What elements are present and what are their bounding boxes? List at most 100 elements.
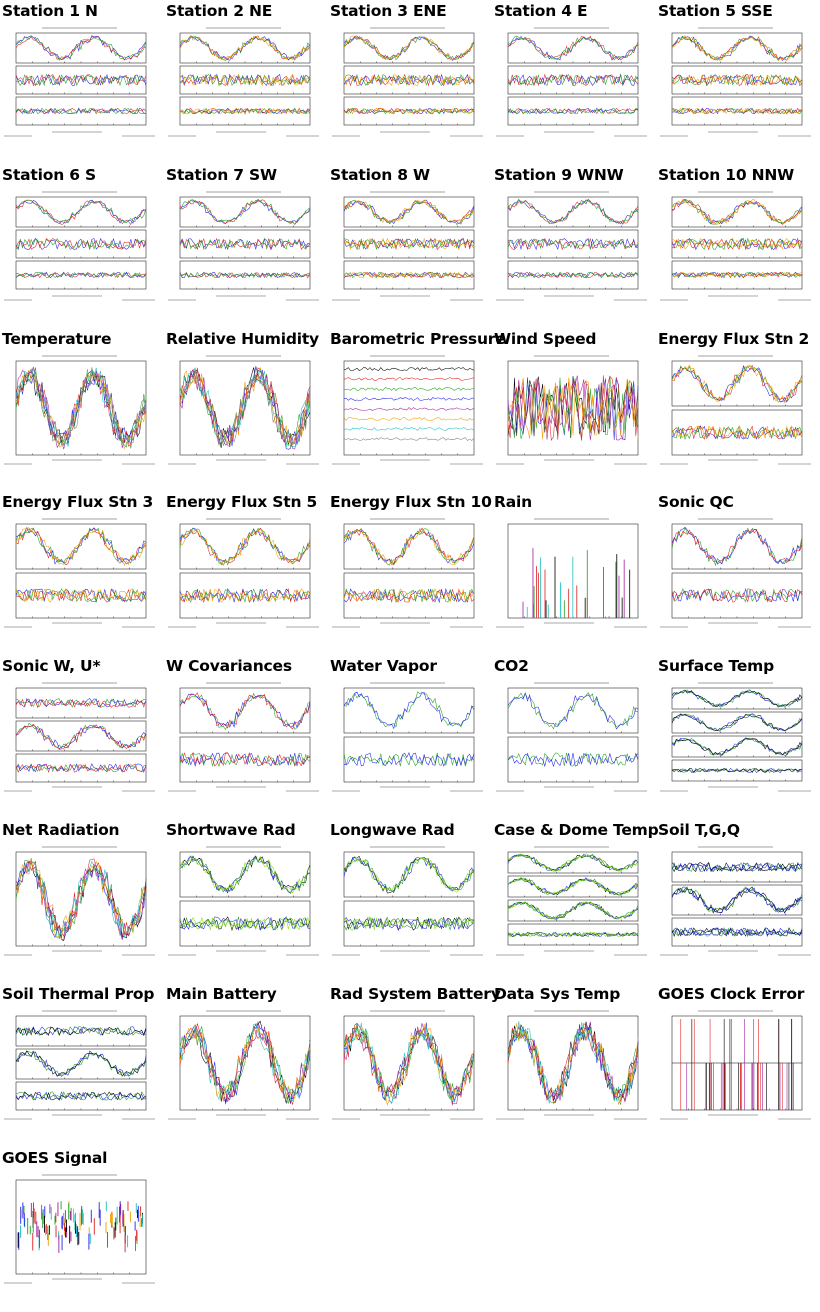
plot-thumbnail[interactable] [330, 843, 485, 963]
plot-cell[interactable]: Case & Dome Temp [494, 821, 659, 963]
plot-thumbnail[interactable] [166, 352, 321, 472]
plot-title-link[interactable]: Data Sys Temp [494, 985, 621, 1003]
plot-thumbnail[interactable] [330, 1007, 485, 1127]
plot-thumbnail[interactable] [658, 352, 813, 472]
plot-thumbnail[interactable] [330, 352, 485, 472]
plot-title-link[interactable]: Wind Speed [494, 330, 597, 348]
plot-cell[interactable]: Rad System Battery [330, 985, 501, 1127]
plot-thumbnail[interactable] [658, 679, 813, 799]
plot-cell[interactable]: Temperature [2, 330, 162, 472]
plot-title-link[interactable]: Station 5 SSE [658, 2, 773, 20]
plot-cell[interactable]: Sonic QC [658, 493, 818, 635]
plot-cell[interactable]: W Covariances [166, 657, 326, 799]
plot-cell[interactable]: Surface Temp [658, 657, 818, 799]
plot-title-link[interactable]: Station 4 E [494, 2, 588, 20]
plot-cell[interactable]: Main Battery [166, 985, 326, 1127]
plot-title-link[interactable]: Relative Humidity [166, 330, 319, 348]
plot-thumbnail[interactable] [658, 515, 813, 635]
plot-cell[interactable]: Longwave Rad [330, 821, 490, 963]
plot-title-link[interactable]: Surface Temp [658, 657, 775, 675]
plot-cell[interactable]: Station 7 SW [166, 166, 326, 308]
plot-title-link[interactable]: Station 10 NNW [658, 166, 795, 184]
plot-cell[interactable]: Station 9 WNW [494, 166, 654, 308]
plot-title-link[interactable]: Soil Thermal Prop [2, 985, 155, 1003]
plot-title-link[interactable]: Station 6 S [2, 166, 96, 184]
plot-title-link[interactable]: Sonic W, U* [2, 657, 101, 675]
plot-thumbnail[interactable] [330, 515, 485, 635]
plot-cell[interactable]: Station 3 ENE [330, 2, 490, 144]
plot-title-link[interactable]: Barometric Pressure [330, 330, 506, 348]
plot-title-link[interactable]: CO2 [494, 657, 529, 675]
plot-thumbnail[interactable] [166, 1007, 321, 1127]
plot-cell[interactable]: Station 8 W [330, 166, 490, 308]
plot-thumbnail[interactable] [494, 515, 649, 635]
plot-cell[interactable]: Shortwave Rad [166, 821, 326, 963]
plot-title-link[interactable]: Station 2 NE [166, 2, 273, 20]
plot-thumbnail[interactable] [494, 1007, 649, 1127]
plot-thumbnail[interactable] [494, 843, 649, 963]
plot-cell[interactable]: Wind Speed [494, 330, 654, 472]
plot-title-link[interactable]: GOES Signal [2, 1149, 108, 1167]
plot-cell[interactable]: Energy Flux Stn 5 [166, 493, 326, 635]
plot-title-link[interactable]: Station 7 SW [166, 166, 277, 184]
plot-thumbnail[interactable] [166, 24, 321, 144]
plot-thumbnail[interactable] [658, 24, 813, 144]
plot-title-link[interactable]: Soil T,G,Q [658, 821, 740, 839]
plot-title-link[interactable]: Net Radiation [2, 821, 120, 839]
plot-thumbnail[interactable] [658, 188, 813, 308]
plot-thumbnail[interactable] [166, 679, 321, 799]
plot-thumbnail[interactable] [2, 1171, 157, 1291]
plot-title-link[interactable]: GOES Clock Error [658, 985, 805, 1003]
plot-thumbnail[interactable] [330, 679, 485, 799]
plot-thumbnail[interactable] [166, 188, 321, 308]
plot-cell[interactable]: CO2 [494, 657, 654, 799]
plot-thumbnail[interactable] [494, 188, 649, 308]
plot-cell[interactable]: Net Radiation [2, 821, 162, 963]
plot-cell[interactable]: Soil Thermal Prop [2, 985, 162, 1127]
plot-title-link[interactable]: Energy Flux Stn 2 [658, 330, 810, 348]
plot-thumbnail[interactable] [2, 352, 157, 472]
plot-thumbnail[interactable] [2, 843, 157, 963]
plot-cell[interactable]: GOES Clock Error [658, 985, 818, 1127]
plot-thumbnail[interactable] [166, 515, 321, 635]
plot-thumbnail[interactable] [166, 843, 321, 963]
plot-cell[interactable]: Barometric Pressure [330, 330, 506, 472]
plot-cell[interactable]: Energy Flux Stn 10 [330, 493, 492, 635]
plot-title-link[interactable]: Station 8 W [330, 166, 430, 184]
plot-thumbnail[interactable] [2, 679, 157, 799]
plot-title-link[interactable]: W Covariances [166, 657, 292, 675]
plot-thumbnail[interactable] [658, 1007, 813, 1127]
plot-title-link[interactable]: Rad System Battery [330, 985, 501, 1003]
plot-title-link[interactable]: Sonic QC [658, 493, 734, 511]
plot-cell[interactable]: Relative Humidity [166, 330, 326, 472]
plot-thumbnail[interactable] [494, 679, 649, 799]
plot-thumbnail[interactable] [2, 515, 157, 635]
plot-thumbnail[interactable] [494, 352, 649, 472]
plot-cell[interactable]: Station 10 NNW [658, 166, 818, 308]
plot-cell[interactable]: Station 1 N [2, 2, 162, 144]
plot-cell[interactable]: Station 2 NE [166, 2, 326, 144]
plot-cell[interactable]: Rain [494, 493, 654, 635]
plot-cell[interactable]: Sonic W, U* [2, 657, 162, 799]
plot-title-link[interactable]: Shortwave Rad [166, 821, 296, 839]
plot-title-link[interactable]: Energy Flux Stn 3 [2, 493, 154, 511]
plot-thumbnail[interactable] [330, 24, 485, 144]
plot-cell[interactable]: Water Vapor [330, 657, 490, 799]
plot-cell[interactable]: Energy Flux Stn 2 [658, 330, 818, 472]
plot-thumbnail[interactable] [2, 1007, 157, 1127]
plot-title-link[interactable]: Longwave Rad [330, 821, 455, 839]
plot-cell[interactable]: GOES Signal [2, 1149, 162, 1291]
plot-cell[interactable]: Station 4 E [494, 2, 654, 144]
plot-title-link[interactable]: Station 1 N [2, 2, 98, 20]
plot-title-link[interactable]: Case & Dome Temp [494, 821, 659, 839]
plot-cell[interactable]: Energy Flux Stn 3 [2, 493, 162, 635]
plot-title-link[interactable]: Station 9 WNW [494, 166, 624, 184]
plot-title-link[interactable]: Rain [494, 493, 532, 511]
plot-cell[interactable]: Station 5 SSE [658, 2, 818, 144]
plot-thumbnail[interactable] [2, 188, 157, 308]
plot-thumbnail[interactable] [330, 188, 485, 308]
plot-title-link[interactable]: Energy Flux Stn 5 [166, 493, 318, 511]
plot-title-link[interactable]: Station 3 ENE [330, 2, 447, 20]
plot-cell[interactable]: Data Sys Temp [494, 985, 654, 1127]
plot-title-link[interactable]: Water Vapor [330, 657, 437, 675]
